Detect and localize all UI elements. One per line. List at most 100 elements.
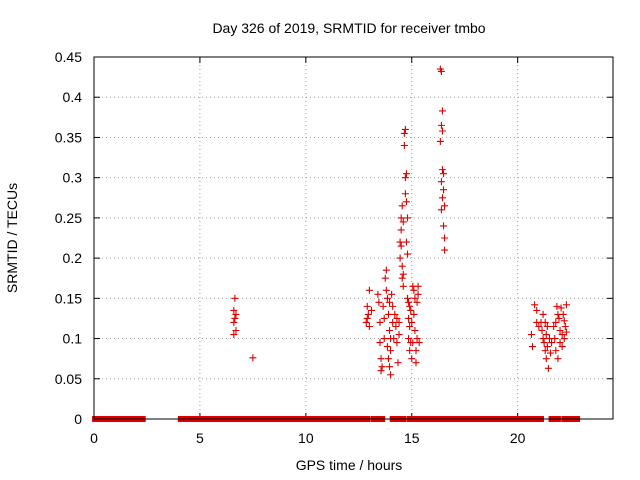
data-point bbox=[406, 347, 414, 355]
data-point bbox=[384, 355, 392, 363]
data-point bbox=[437, 178, 445, 186]
data-point bbox=[438, 166, 446, 174]
data-point bbox=[408, 318, 416, 326]
data-point bbox=[436, 137, 444, 145]
data-point bbox=[396, 238, 404, 246]
data-point bbox=[415, 339, 423, 347]
y-tick-label: 0.1 bbox=[63, 331, 83, 347]
data-point bbox=[562, 328, 570, 336]
data-point bbox=[405, 298, 413, 306]
data-point bbox=[404, 250, 412, 258]
data-point bbox=[560, 317, 568, 325]
data-point bbox=[249, 354, 257, 362]
data-point bbox=[556, 339, 564, 347]
data-point bbox=[368, 306, 376, 314]
data-point bbox=[365, 286, 373, 294]
data-point bbox=[383, 343, 391, 351]
data-point bbox=[402, 170, 410, 178]
data-point bbox=[409, 339, 417, 347]
data-point bbox=[552, 347, 560, 355]
data-point bbox=[543, 322, 551, 330]
data-point bbox=[407, 306, 415, 314]
data-point bbox=[404, 214, 412, 222]
data-point bbox=[548, 339, 556, 347]
data-point bbox=[542, 331, 550, 339]
data-point bbox=[405, 314, 413, 322]
data-point bbox=[547, 349, 555, 357]
data-point bbox=[395, 318, 403, 326]
data-point bbox=[410, 310, 418, 318]
data-point bbox=[396, 254, 404, 262]
y-tick-label: 0 bbox=[74, 411, 82, 427]
data-point bbox=[387, 347, 395, 355]
data-point bbox=[389, 318, 397, 326]
data-point bbox=[550, 322, 558, 330]
data-point bbox=[527, 331, 535, 339]
x-tick-label: 5 bbox=[196, 430, 204, 446]
data-point bbox=[398, 274, 406, 282]
data-point bbox=[414, 290, 422, 298]
data-point bbox=[552, 318, 560, 326]
data-point bbox=[544, 364, 552, 372]
data-point bbox=[399, 282, 407, 290]
grid bbox=[94, 57, 613, 419]
data-point bbox=[553, 302, 561, 310]
data-point bbox=[362, 318, 370, 326]
x-axis-label: GPS time / hours bbox=[296, 457, 403, 473]
data-point bbox=[383, 294, 391, 302]
data-point bbox=[397, 226, 405, 234]
data-point bbox=[377, 355, 385, 363]
data-point bbox=[559, 310, 567, 318]
data-point bbox=[390, 335, 398, 343]
data-point bbox=[531, 301, 539, 309]
data-point bbox=[406, 322, 414, 330]
x-tick-label: 20 bbox=[510, 430, 526, 446]
data-point bbox=[393, 339, 401, 347]
y-tick-label: 0.45 bbox=[55, 49, 82, 65]
data-point bbox=[400, 141, 408, 149]
data-point bbox=[440, 170, 448, 178]
data-point bbox=[441, 246, 449, 254]
data-point bbox=[393, 314, 401, 322]
data-point bbox=[560, 335, 568, 343]
data-point bbox=[414, 282, 422, 290]
data-point bbox=[394, 359, 402, 367]
data-point bbox=[399, 218, 407, 226]
data-point bbox=[412, 347, 420, 355]
data-point bbox=[400, 129, 408, 137]
data-point bbox=[365, 322, 373, 330]
data-point bbox=[395, 331, 403, 339]
data-point bbox=[401, 174, 409, 182]
chart-title: Day 326 of 2019, SRMTID for receiver tmb… bbox=[212, 20, 485, 36]
data-point bbox=[402, 238, 410, 246]
data-point bbox=[412, 359, 420, 367]
data-point bbox=[380, 335, 388, 343]
data-point bbox=[535, 322, 543, 330]
y-tick-label: 0.35 bbox=[55, 129, 82, 145]
data-point bbox=[231, 314, 239, 322]
data-point bbox=[440, 186, 448, 194]
data-point bbox=[438, 127, 446, 135]
data-point bbox=[386, 298, 394, 306]
data-point bbox=[397, 242, 405, 250]
data-point bbox=[413, 298, 421, 306]
data-point bbox=[543, 343, 551, 351]
x-tick-label: 0 bbox=[90, 430, 98, 446]
data-point bbox=[438, 194, 446, 202]
data-point bbox=[441, 202, 449, 210]
data-point bbox=[411, 294, 419, 302]
data-point bbox=[376, 318, 384, 326]
data-point bbox=[533, 306, 541, 314]
plot-frame bbox=[93, 56, 614, 420]
data-point bbox=[386, 327, 394, 335]
data-point bbox=[558, 331, 566, 339]
data-point bbox=[232, 327, 240, 335]
data-point bbox=[379, 302, 387, 310]
data-point bbox=[408, 355, 416, 363]
y-tick-label: 0.05 bbox=[55, 371, 82, 387]
data-point bbox=[440, 222, 448, 230]
ticks: 0 0.05 0.1 0.15 0.2 0.25 0.3 0.35 0.4 0.45 0 5 10 15 2… bbox=[55, 49, 613, 446]
data-point bbox=[401, 125, 409, 133]
data-point bbox=[542, 355, 550, 363]
data-point bbox=[398, 202, 406, 210]
